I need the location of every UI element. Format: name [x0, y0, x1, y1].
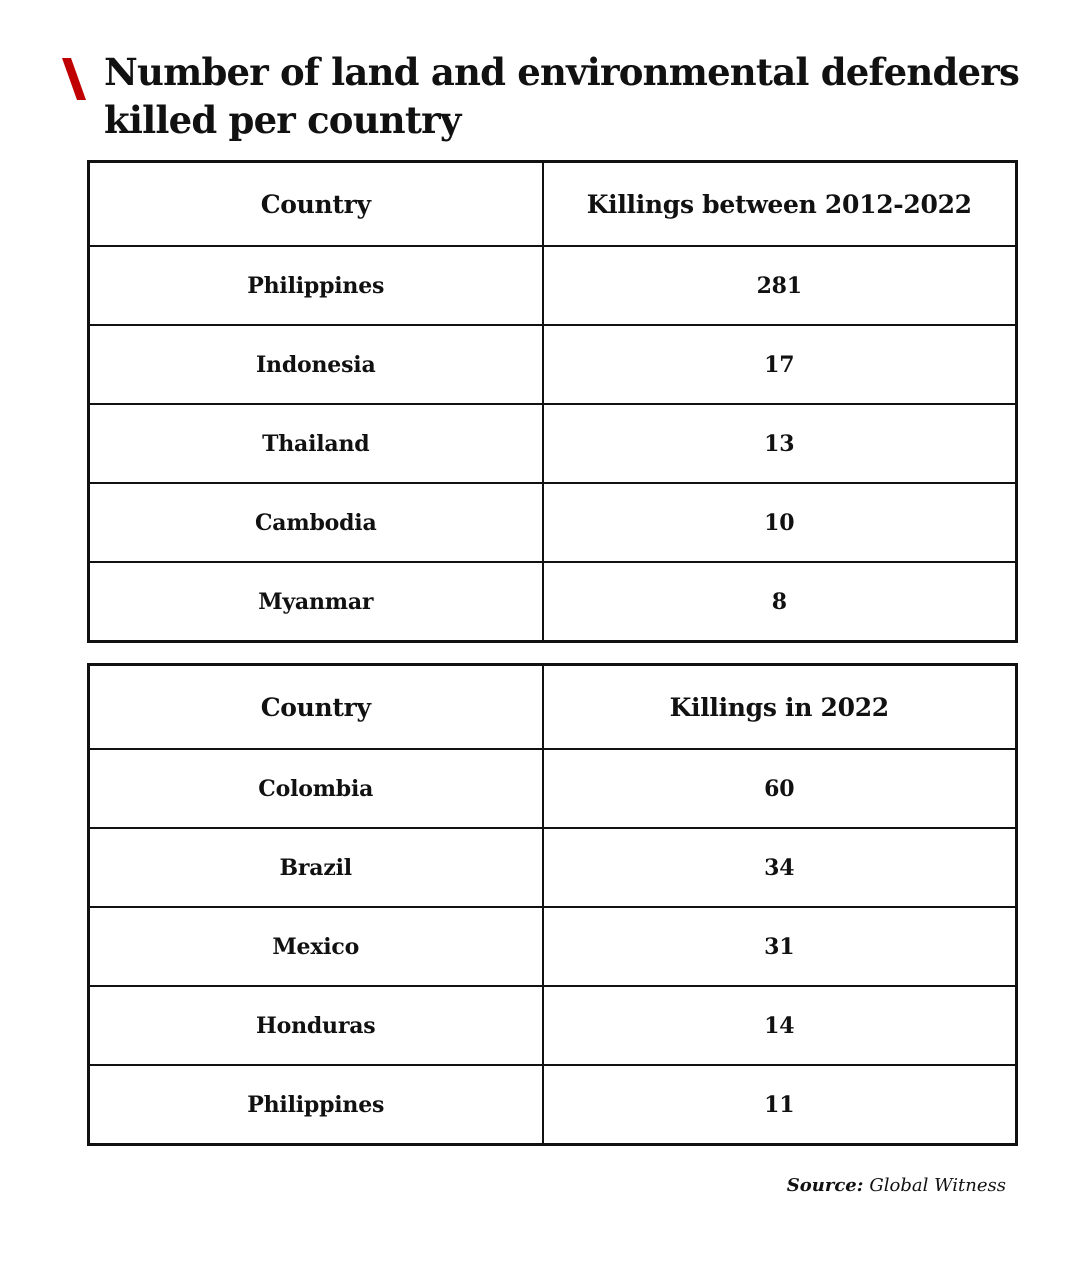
killings-cell: 281 — [541, 245, 1018, 326]
table-header-row: Country Killings between 2012-2022 — [87, 160, 1018, 247]
killings-cell: 10 — [541, 482, 1018, 563]
country-cell: Mexico — [87, 906, 544, 987]
table-row: Brazil 34 — [87, 827, 1018, 908]
table-row: Mexico 31 — [87, 906, 1018, 987]
table-row: Philippines 281 — [87, 245, 1018, 326]
table-row: Colombia 60 — [87, 748, 1018, 829]
column-header-killings: Killings in 2022 — [541, 663, 1018, 750]
table-row: Honduras 14 — [87, 985, 1018, 1066]
table-row: Myanmar 8 — [87, 561, 1018, 643]
source-label: Source: — [786, 1175, 864, 1196]
country-cell: Philippines — [87, 245, 544, 326]
table-row: Indonesia 17 — [87, 324, 1018, 405]
killings-cell: 60 — [541, 748, 1018, 829]
source-value: Global Witness — [869, 1175, 1006, 1196]
killings-cell: 13 — [541, 403, 1018, 484]
country-cell: Cambodia — [87, 482, 544, 563]
killings-2022-table: Country Killings in 2022 Colombia 60 Bra… — [87, 663, 1018, 1146]
killings-cell: 8 — [541, 561, 1018, 643]
killings-cell: 34 — [541, 827, 1018, 908]
column-header-killings: Killings between 2012-2022 — [541, 160, 1018, 247]
killings-cell: 31 — [541, 906, 1018, 987]
accent-slash-icon — [62, 58, 86, 100]
source-credit: Source: Global Witness — [787, 1175, 1006, 1196]
killings-2012-2022-table: Country Killings between 2012-2022 Phili… — [87, 160, 1018, 643]
table-row: Thailand 13 — [87, 403, 1018, 484]
country-cell: Brazil — [87, 827, 544, 908]
column-header-country: Country — [87, 160, 544, 247]
table-row: Philippines 11 — [87, 1064, 1018, 1146]
country-cell: Honduras — [87, 985, 544, 1066]
column-header-country: Country — [87, 663, 544, 750]
table-header-row: Country Killings in 2022 — [87, 663, 1018, 750]
country-cell: Indonesia — [87, 324, 544, 405]
country-cell: Colombia — [87, 748, 544, 829]
country-cell: Philippines — [87, 1064, 544, 1146]
table-row: Cambodia 10 — [87, 482, 1018, 563]
page-title: Number of land and environmental defende… — [104, 50, 1020, 142]
country-cell: Myanmar — [87, 561, 544, 643]
killings-cell: 17 — [541, 324, 1018, 405]
country-cell: Thailand — [87, 403, 544, 484]
killings-cell: 14 — [541, 985, 1018, 1066]
killings-cell: 11 — [541, 1064, 1018, 1146]
